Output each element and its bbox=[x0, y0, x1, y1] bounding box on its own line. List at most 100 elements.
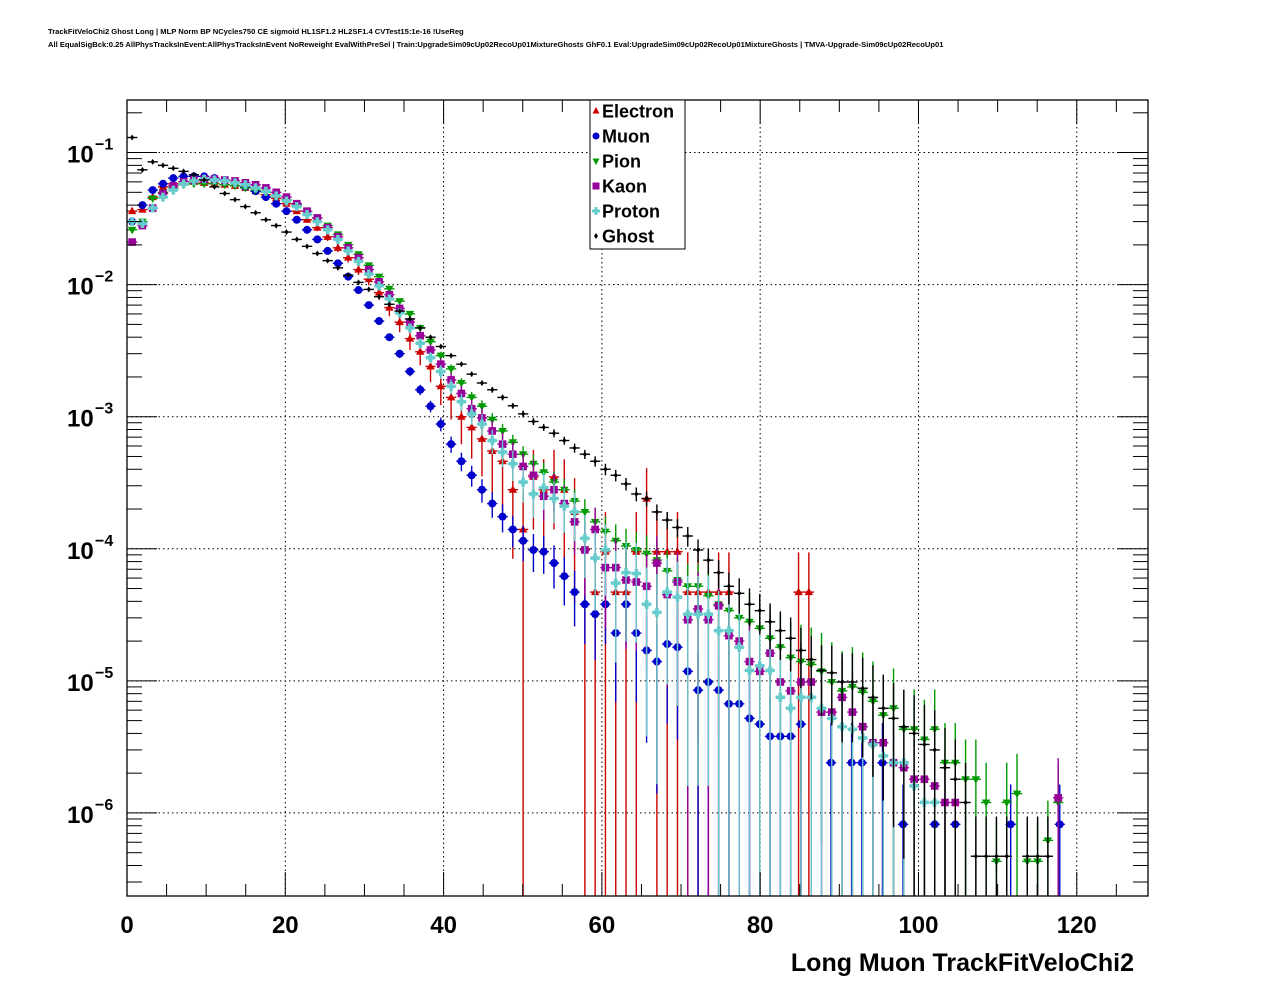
data-point bbox=[157, 179, 169, 188]
marker-square bbox=[529, 471, 538, 480]
data-point bbox=[692, 539, 704, 563]
marker-diamond bbox=[963, 799, 968, 806]
marker-circle bbox=[436, 420, 445, 429]
data-point bbox=[456, 393, 467, 411]
marker-square bbox=[406, 318, 414, 326]
marker-triangle-down bbox=[436, 352, 446, 361]
y-tick-label-exponent: −5 bbox=[95, 665, 113, 682]
data-point bbox=[497, 504, 508, 533]
marker-square bbox=[416, 331, 425, 340]
marker-diamond bbox=[418, 324, 423, 331]
marker-cross bbox=[426, 353, 436, 363]
marker-square bbox=[457, 389, 466, 398]
data-point bbox=[960, 762, 971, 896]
marker-diamond bbox=[335, 264, 340, 271]
data-point bbox=[291, 236, 302, 243]
data-point bbox=[662, 512, 673, 530]
marker-diamond bbox=[922, 741, 927, 748]
marker-diamond bbox=[140, 166, 145, 173]
data-point bbox=[281, 207, 292, 216]
data-point bbox=[548, 481, 560, 524]
marker-diamond bbox=[737, 590, 742, 597]
data-point bbox=[363, 286, 374, 293]
marker-triangle-down bbox=[405, 310, 415, 319]
marker-diamond bbox=[510, 402, 515, 409]
marker-circle bbox=[447, 440, 456, 449]
data-point bbox=[559, 556, 570, 606]
marker-square bbox=[437, 360, 445, 368]
legend-marker-ghost bbox=[594, 233, 598, 239]
marker-diamond bbox=[541, 424, 546, 431]
series-ghost bbox=[127, 134, 1054, 896]
data-point bbox=[476, 414, 488, 436]
data-point bbox=[188, 176, 200, 186]
data-point bbox=[404, 315, 416, 322]
marker-cross bbox=[230, 178, 240, 188]
marker-cross bbox=[755, 661, 765, 671]
data-point bbox=[384, 333, 395, 342]
marker-diamond bbox=[1035, 853, 1040, 860]
marker-cross bbox=[251, 183, 261, 193]
marker-triangle-up bbox=[344, 253, 353, 261]
marker-triangle-up bbox=[467, 422, 476, 431]
marker-cross bbox=[292, 202, 302, 212]
data-point bbox=[322, 257, 333, 264]
data-point bbox=[620, 542, 632, 642]
data-point bbox=[734, 607, 745, 896]
marker-circle bbox=[416, 385, 425, 394]
marker-circle bbox=[539, 547, 548, 556]
data-point bbox=[517, 525, 529, 562]
data-point bbox=[301, 209, 313, 219]
data-point bbox=[271, 199, 282, 208]
marker-diamond bbox=[253, 209, 258, 216]
data-point bbox=[795, 657, 807, 896]
data-point bbox=[754, 593, 765, 635]
marker-diamond bbox=[994, 853, 999, 860]
data-point bbox=[836, 653, 848, 743]
data-point bbox=[240, 203, 251, 210]
marker-circle bbox=[1055, 820, 1064, 829]
marker-triangle-down bbox=[395, 298, 404, 306]
data-point bbox=[980, 816, 992, 896]
marker-diamond bbox=[778, 627, 783, 634]
marker-triangle-up bbox=[804, 587, 814, 596]
marker-triangle-up bbox=[405, 334, 415, 342]
data-point bbox=[929, 710, 940, 896]
marker-triangle-up bbox=[395, 317, 404, 326]
data-point bbox=[682, 575, 693, 786]
marker-diamond bbox=[901, 723, 906, 730]
data-point bbox=[137, 219, 148, 229]
marker-cross bbox=[487, 436, 497, 446]
marker-cross bbox=[600, 545, 610, 555]
marker-cross bbox=[724, 626, 734, 636]
x-tick-label: 20 bbox=[272, 912, 299, 939]
data-point bbox=[384, 285, 395, 294]
marker-diamond bbox=[263, 216, 268, 223]
marker-diamond bbox=[325, 257, 330, 264]
data-point bbox=[569, 492, 580, 542]
data-point bbox=[199, 176, 210, 183]
marker-circle bbox=[292, 215, 301, 224]
marker-cross bbox=[189, 176, 199, 186]
marker-cross bbox=[590, 553, 600, 563]
data-point bbox=[908, 695, 920, 896]
data-point bbox=[415, 324, 426, 331]
marker-circle bbox=[169, 174, 178, 183]
data-point bbox=[950, 739, 961, 896]
marker-diamond bbox=[685, 532, 690, 539]
data-point bbox=[497, 440, 508, 468]
marker-square bbox=[128, 238, 136, 246]
marker-diamond bbox=[181, 168, 186, 175]
data-point bbox=[435, 343, 446, 350]
data-point bbox=[157, 192, 169, 202]
data-point bbox=[517, 410, 529, 418]
data-point bbox=[692, 575, 704, 786]
data-point bbox=[147, 203, 158, 213]
marker-diamond bbox=[1025, 853, 1030, 860]
marker-triangle-up bbox=[416, 347, 425, 355]
data-point bbox=[260, 216, 272, 223]
series-layer bbox=[127, 134, 1065, 896]
y-tick-label-exponent: −3 bbox=[95, 401, 113, 418]
marker-circle bbox=[467, 471, 476, 480]
marker-triangle-down bbox=[498, 427, 507, 436]
